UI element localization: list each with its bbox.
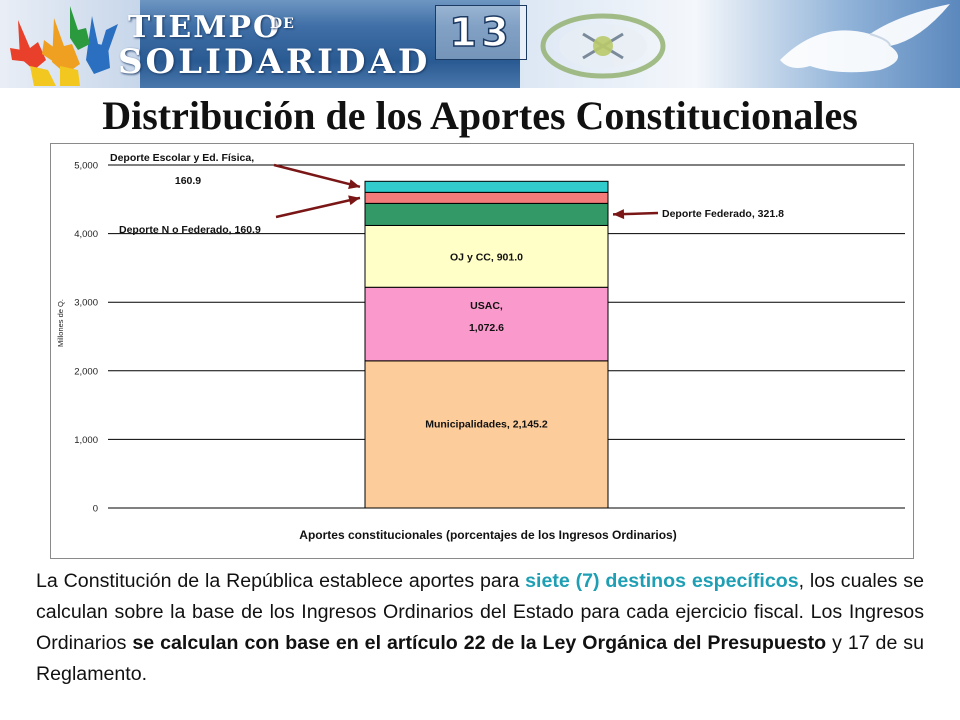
callout-arrow: [612, 209, 659, 220]
logo-line1: TIEMPO: [128, 10, 282, 45]
stacked-bar-chart: 0 1,000 2,000 3,000 4,000 5,000 Municipalidad…: [56, 152, 905, 542]
body-text-part1: La Constitución de la República establec…: [36, 570, 526, 592]
data-labels: Municipalidades, 2,145.2 USAC, 1,072.6 OJ y…: [110, 152, 784, 430]
data-label: Deporte Federado, 321.8: [662, 208, 784, 220]
y-tick-label: 2,000: [74, 366, 98, 377]
callout-arrow-head: [348, 179, 360, 189]
y-tick-label: 5,000: [74, 161, 98, 172]
page-number-box: 13: [435, 5, 527, 60]
body-bold-articulo: se calculan con base en el artículo 22 d…: [132, 632, 827, 654]
callout-arrow-line: [275, 196, 361, 219]
y-tick-label: 4,000: [74, 229, 98, 240]
callout-arrows: [273, 163, 659, 220]
y-tick-labels: 0 1,000 2,000 3,000 4,000 5,000: [74, 161, 98, 515]
logo-text: TIEMPO DE SOLIDARIDAD: [118, 10, 448, 82]
bar-segment: [364, 191, 609, 204]
bar-segment: [364, 224, 609, 288]
callout-arrow: [273, 163, 361, 189]
x-axis-label: Aportes constitucionales (porcentajes de…: [299, 528, 676, 542]
page-number: 13: [448, 9, 513, 57]
logo-line1-small: DE: [270, 16, 295, 32]
bar-segment: [364, 202, 609, 226]
y-tick-label: 3,000: [74, 298, 98, 309]
y-tick-label: 1,000: [74, 435, 98, 446]
header-banner: TIEMPO DE SOLIDARIDAD 13: [0, 0, 960, 88]
callout-arrow-head: [613, 209, 625, 220]
bar-segment: [364, 286, 609, 362]
data-label: Deporte N o Federado, 160.9: [119, 224, 261, 236]
bar-segment: [364, 360, 609, 509]
data-label: Municipalidades, 2,145.2: [425, 418, 548, 430]
callout-arrow-line: [273, 163, 361, 189]
dove-icon: [780, 4, 950, 73]
logo-line2: SOLIDARIDAD: [118, 42, 431, 82]
body-text-part3: y 17 de su Reglamento.: [36, 632, 925, 685]
body-highlight-destinos: siete (7) destinos específicos: [525, 570, 799, 592]
data-label: USAC,: [470, 300, 503, 312]
y-tick-label: 0: [93, 504, 98, 515]
data-label: OJ y CC, 901.0: [450, 251, 523, 263]
body-paragraph: La Constitución de la República establec…: [36, 566, 924, 690]
data-label: 160.9: [175, 175, 201, 187]
bar-segment: [364, 180, 609, 193]
page-title: Distribución de los Aportes Constitucion…: [102, 93, 858, 138]
data-label: Deporte Escolar y Ed. Física,: [110, 152, 254, 164]
bar-segments: [364, 180, 609, 509]
y-axis-label: Millones de Q.: [56, 299, 65, 347]
data-label: 1,072.6: [469, 322, 504, 334]
coat-of-arms-icon: [540, 13, 666, 79]
callout-arrow: [275, 195, 361, 219]
hands-logo-icon: [10, 6, 118, 86]
body-text-part2: , los cuales se calculan sobre la base d…: [36, 570, 924, 654]
callout-arrow-head: [348, 195, 360, 206]
